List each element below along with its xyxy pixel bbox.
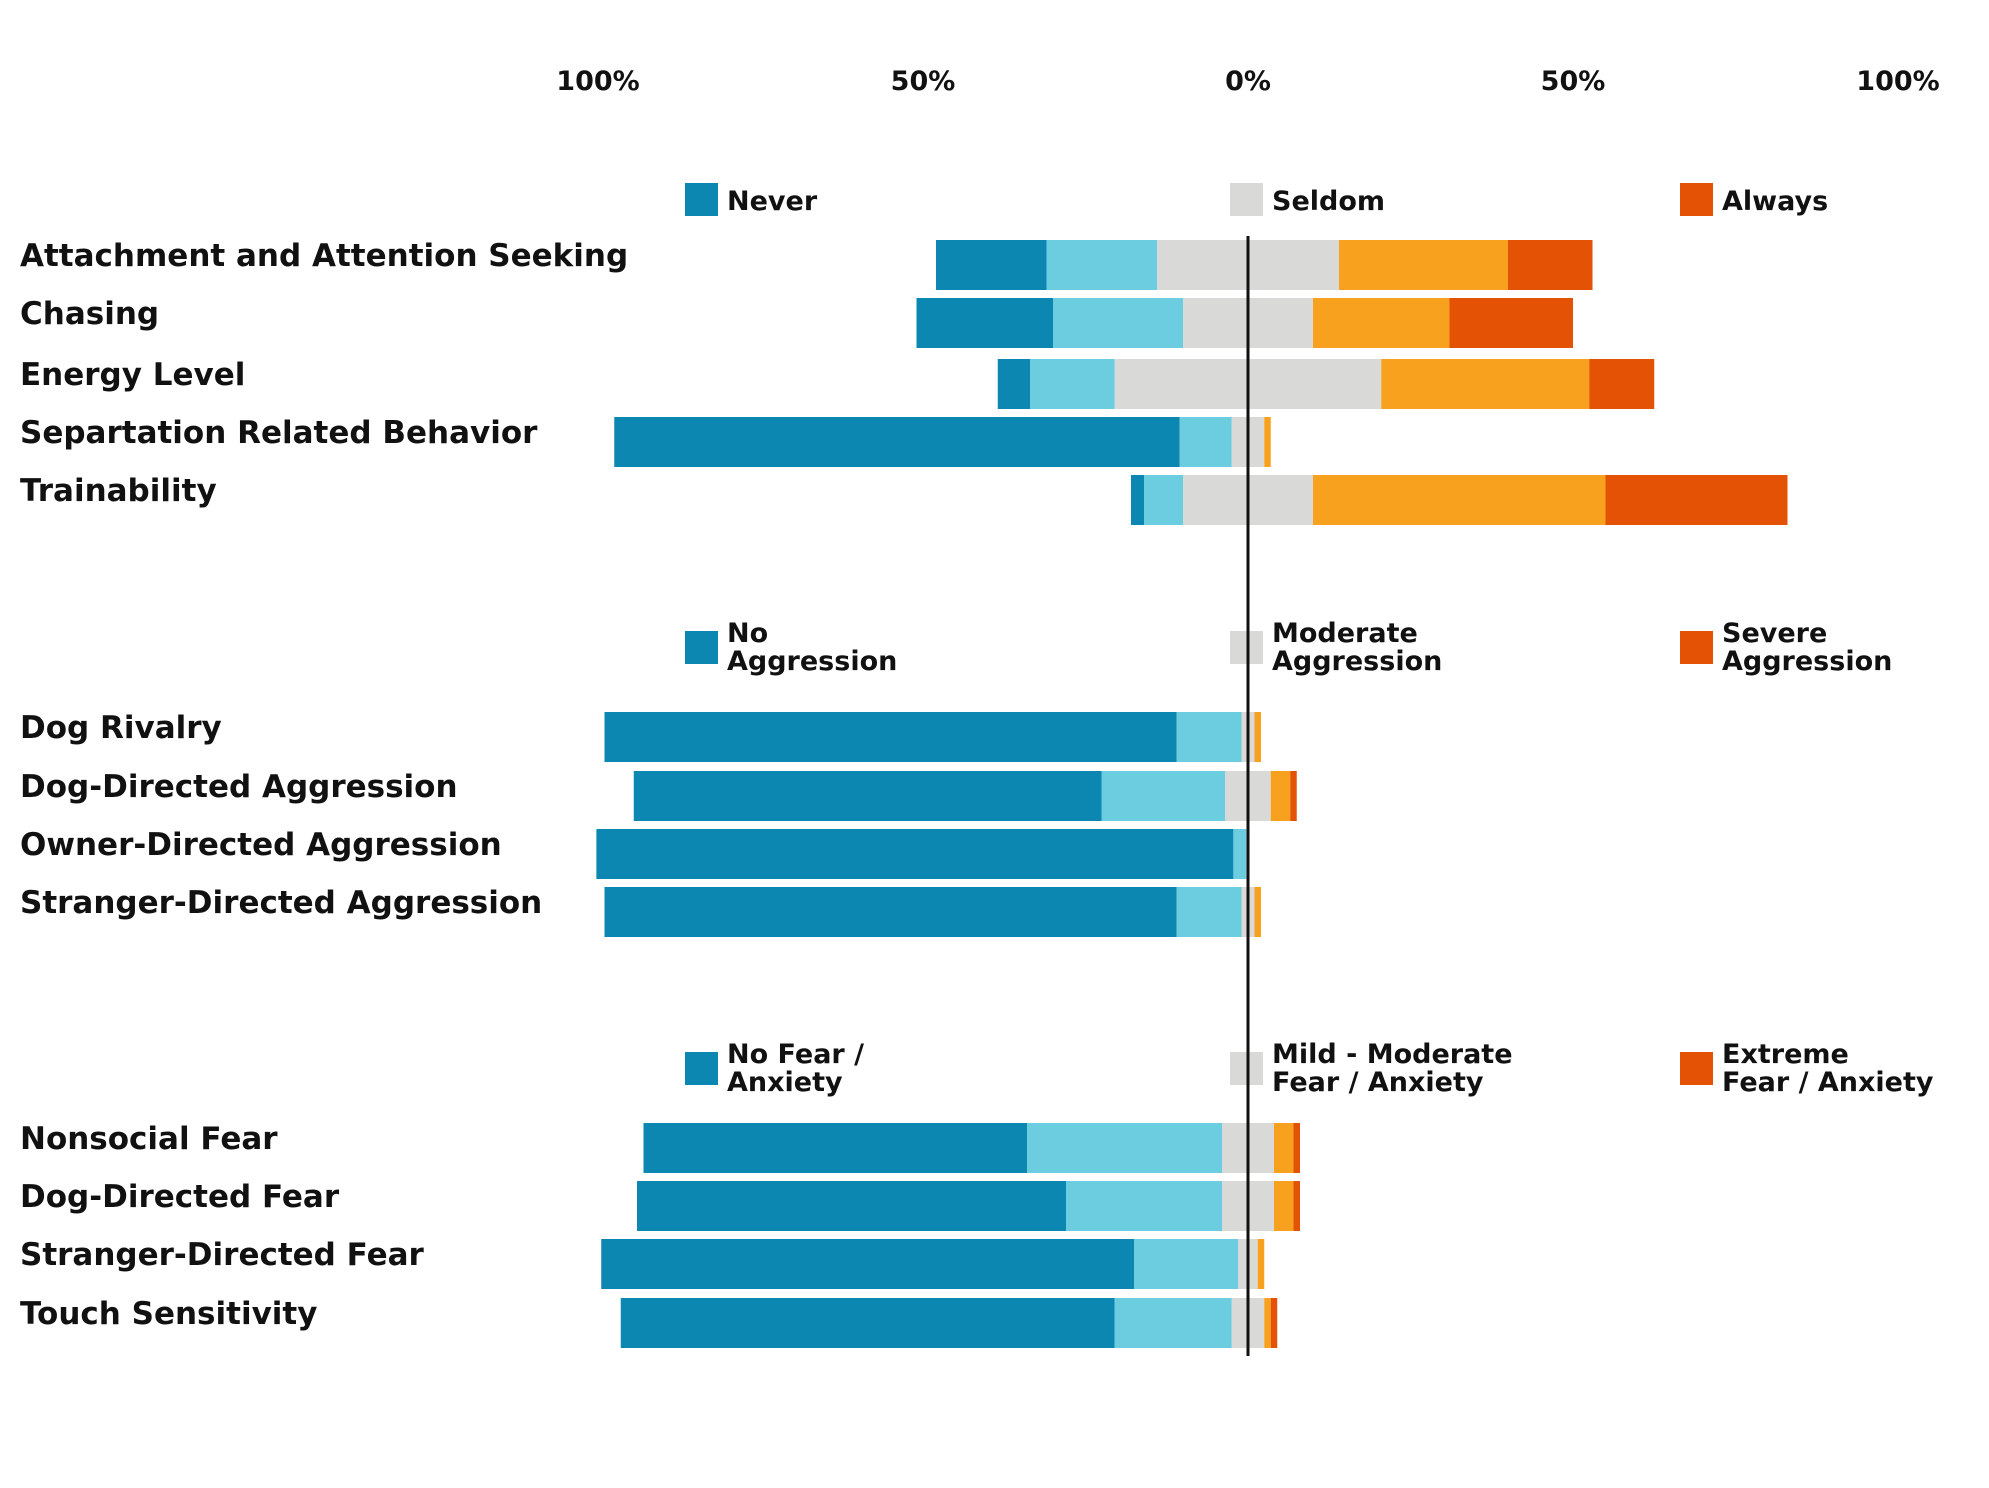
bar-segment-always — [1270, 1298, 1278, 1348]
bar-segment-often — [1254, 712, 1261, 762]
bar-segment-always — [1449, 298, 1573, 348]
legend-label-right: Always — [1722, 186, 1828, 217]
legend-label-middle: Mild - Moderate Fear / Anxiety — [1272, 1039, 1513, 1098]
bar-segment-never — [997, 359, 1031, 409]
bar-segment-always — [1290, 771, 1297, 821]
legend-label-left: Never — [727, 186, 818, 217]
bar-segment-never — [596, 829, 1234, 879]
legend-swatch-left — [685, 1052, 718, 1085]
legend-swatch-right — [1680, 1052, 1713, 1085]
category-label: Dog-Directed Fear — [20, 1179, 340, 1215]
legend-label-left: No Fear / Anxiety — [727, 1039, 864, 1098]
category-labels: Attachment and Attention Seeking Chasing E… — [20, 238, 628, 1332]
legend-label-left: No Aggression — [727, 618, 897, 677]
bar-segment-often — [1264, 1298, 1271, 1348]
x-tick-label: 50% — [891, 66, 956, 97]
bar-segment-rarely — [1027, 1123, 1222, 1173]
category-label: Attachment and Attention Seeking — [20, 238, 628, 274]
x-tick-label: 100% — [556, 66, 639, 97]
bar-segment-rarely — [1046, 240, 1157, 290]
legend-swatch-left — [685, 183, 718, 216]
category-label: Dog-Directed Aggression — [20, 769, 458, 805]
category-label: Stranger-Directed Fear — [20, 1237, 425, 1273]
bar-segment-always — [1293, 1181, 1300, 1231]
category-label: Dog Rivalry — [20, 710, 222, 746]
legend-swatch-right — [1680, 631, 1713, 664]
bar-segment-rarely — [1101, 771, 1226, 821]
category-label: Trainability — [20, 473, 217, 509]
legend-swatch-left — [685, 631, 718, 664]
bar-segment-rarely — [1179, 417, 1232, 467]
bar-segment-often — [1381, 359, 1590, 409]
bar-segment-always — [1293, 1123, 1300, 1173]
legend-label-middle: Seldom — [1272, 186, 1385, 217]
category-label: Energy Level — [20, 357, 245, 393]
bar-segment-always — [1508, 240, 1593, 290]
bar-segment-rarely — [1176, 712, 1242, 762]
bar-segment-rarely — [1030, 359, 1115, 409]
bar-segment-never — [614, 417, 1180, 467]
legends: Never Seldom Always No Aggression Moderate Agg… — [685, 183, 1934, 1098]
legend-label-right: Severe Aggression — [1722, 618, 1892, 677]
bar-segment-often — [1254, 887, 1261, 937]
bar-segment-never — [1131, 475, 1144, 525]
bar-segment-never — [604, 887, 1177, 937]
bar-segment-rarely — [1053, 298, 1183, 348]
bar-segment-often — [1339, 240, 1508, 290]
bar-segment-rarely — [1066, 1181, 1222, 1231]
bar-segment-always — [1589, 359, 1655, 409]
x-tick-label: 0% — [1225, 66, 1271, 97]
category-label: Nonsocial Fear — [20, 1121, 278, 1157]
bar-segment-never — [604, 712, 1177, 762]
bar-segment-never — [637, 1181, 1066, 1231]
legend-label-middle: Moderate Aggression — [1272, 618, 1442, 677]
x-axis-ticks: 100% 50% 0% 50% 100% — [556, 66, 1939, 97]
legend-swatch-middle — [1230, 183, 1263, 216]
bar-segment-often — [1313, 475, 1606, 525]
bar-segment-rarely — [1114, 1298, 1232, 1348]
legend-swatch-right — [1680, 183, 1713, 216]
legend-label-right: Extreme Fear / Anxiety — [1722, 1039, 1934, 1098]
bar-segment-never — [601, 1239, 1135, 1289]
bar-segment-never — [620, 1298, 1115, 1348]
bar-segment-often — [1257, 1239, 1265, 1289]
bar-segment-never — [643, 1123, 1027, 1173]
bar-segment-often — [1313, 298, 1450, 348]
x-tick-label: 100% — [1856, 66, 1939, 97]
bar-segment-rarely — [1144, 475, 1183, 525]
bar-segment-rarely — [1134, 1239, 1239, 1289]
x-tick-label: 50% — [1541, 66, 1606, 97]
bar-segment-often — [1264, 417, 1271, 467]
bar-segment-never — [633, 771, 1102, 821]
bar-segment-often — [1274, 1181, 1294, 1231]
bars-layer — [596, 240, 1788, 1348]
category-label: Stranger-Directed Aggression — [20, 885, 542, 921]
bar-segment-rarely — [1233, 829, 1247, 879]
category-label: Chasing — [20, 296, 159, 332]
bar-segment-rarely — [1176, 887, 1242, 937]
bar-segment-always — [1605, 475, 1788, 525]
bar-segment-often — [1274, 1123, 1294, 1173]
bar-segment-never — [916, 298, 1053, 348]
category-label: Touch Sensitivity — [20, 1296, 317, 1332]
category-label: Owner-Directed Aggression — [20, 827, 502, 863]
bar-segment-never — [936, 240, 1047, 290]
bar-segment-often — [1270, 771, 1291, 821]
category-label: Separtation Related Behavior — [20, 415, 538, 451]
